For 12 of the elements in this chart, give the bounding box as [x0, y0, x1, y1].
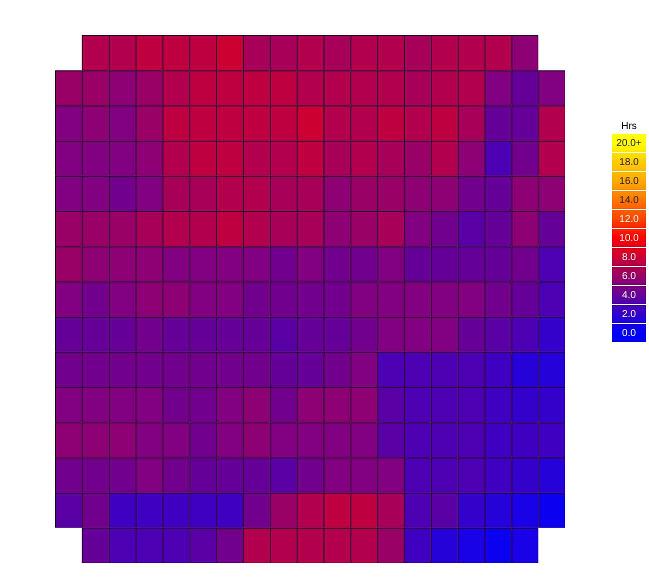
color-bar-label: 0.0: [622, 328, 636, 339]
color-bar-label: 10.0: [619, 232, 640, 244]
color-bar-label: 6.0: [622, 270, 636, 282]
color-bar-title: Hrs: [621, 120, 637, 132]
color-bar-label: 12.0: [619, 214, 640, 225]
color-bar-label: 4.0: [622, 290, 636, 301]
color-bar-label: 18.0: [619, 156, 640, 168]
color-bar-label: 20.0+: [616, 138, 642, 149]
color-bar-label: 14.0: [619, 194, 640, 206]
color-bar-label: 16.0: [619, 176, 640, 187]
color-bar-label: 2.0: [622, 308, 636, 320]
color-bar-label: 8.0: [622, 252, 636, 263]
